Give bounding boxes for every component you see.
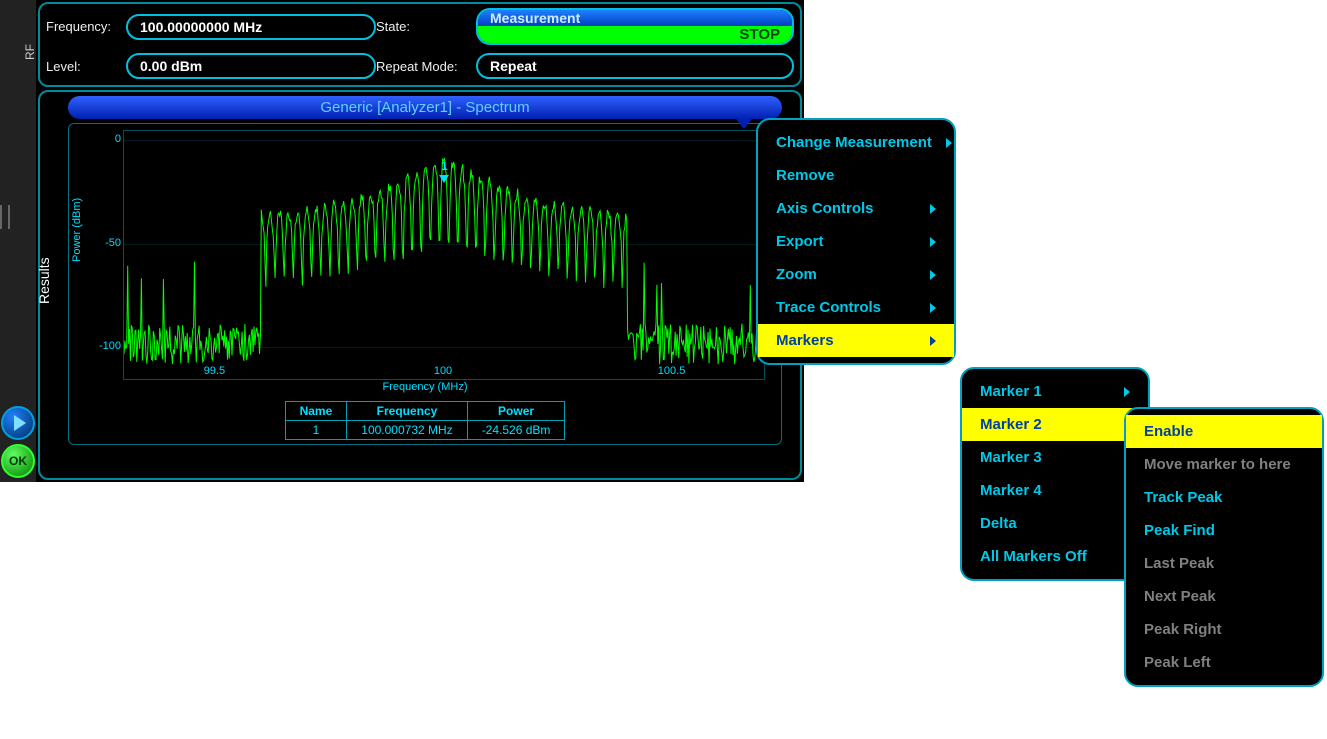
marker2-item-move-marker-to-here[interactable]: Move marker to here [1126,448,1322,481]
marker2-item-peak-left[interactable]: Peak Left [1126,646,1322,679]
x-tick: 100.5 [658,365,686,377]
y-axis-label: Power (dBm) [71,197,83,261]
results-panel: Results Generic [Analyzer1] - Spectrum P… [38,90,802,480]
marker2-item-next-peak[interactable]: Next Peak [1126,580,1322,613]
state-box[interactable]: Measurement STOP [476,8,794,45]
chart-title-bar[interactable]: Generic [Analyzer1] - Spectrum [68,96,782,119]
context-menu-marker2[interactable]: EnableMove marker to hereTrack PeakPeak … [1124,407,1324,687]
chevron-right-icon [930,237,936,247]
plot-wrap: Power (dBm) 1 Frequency (MHz) 0 -50 -100 99… [68,123,782,445]
marker-icon[interactable] [439,175,449,183]
frequency-field[interactable]: 100.00000000 MHz [126,14,376,40]
marker2-item-peak-find[interactable]: Peak Find [1126,514,1322,547]
instrument-window: OK RF Frequency: 100.00000000 MHz State:… [0,0,804,482]
menu-item-change-measurement[interactable]: Change Measurement [758,126,954,159]
left-rail: OK [0,0,36,482]
chevron-right-icon [946,138,952,148]
marker2-item-last-peak[interactable]: Last Peak [1126,547,1322,580]
menu-item-zoom[interactable]: Zoom [758,258,954,291]
markers-item-marker-2[interactable]: Marker 2 [962,408,1148,441]
menu-item-export[interactable]: Export [758,225,954,258]
spectrum-plot[interactable]: 1 [123,130,765,380]
menu-item-trace-controls[interactable]: Trace Controls [758,291,954,324]
x-tick: 99.5 [204,365,225,377]
menu-item-remove[interactable]: Remove [758,159,954,192]
repeat-mode-label: Repeat Mode: [376,59,476,74]
frequency-label: Frequency: [46,19,126,34]
chevron-right-icon [930,204,936,214]
main-panel: RF Frequency: 100.00000000 MHz State: Me… [36,0,804,482]
markers-item-delta[interactable]: Delta [962,507,1148,540]
menu-item-axis-controls[interactable]: Axis Controls [758,192,954,225]
marker2-item-track-peak[interactable]: Track Peak [1126,481,1322,514]
marker-table: NameFrequencyPower 1100.000732 MHz-24.52… [285,401,566,440]
chevron-right-icon [930,336,936,346]
markers-item-marker-3[interactable]: Marker 3 [962,441,1148,474]
markers-item-marker-1[interactable]: Marker 1 [962,375,1148,408]
play-icon [14,415,26,431]
y-tick: -50 [95,237,121,249]
context-menu-main[interactable]: Change MeasurementRemoveAxis ControlsExp… [756,118,956,365]
chevron-right-icon [1124,387,1130,397]
x-tick: 100 [434,365,452,377]
state-title: Measurement [478,10,792,26]
ok-button[interactable]: OK [1,444,35,478]
state-value: STOP [478,26,792,43]
marker-label: 1 [441,159,448,173]
marker2-item-peak-right[interactable]: Peak Right [1126,613,1322,646]
repeat-mode-field[interactable]: Repeat [476,53,794,79]
marker-table-row: 1100.000732 MHz-24.526 dBm [285,421,565,440]
rf-side-label: RF [23,44,37,60]
y-tick: 0 [95,133,121,145]
state-label: State: [376,19,476,34]
rf-header: RF Frequency: 100.00000000 MHz State: Me… [38,2,802,87]
y-tick: -100 [95,340,121,352]
markers-item-marker-4[interactable]: Marker 4 [962,474,1148,507]
menu-item-markers[interactable]: Markers [758,324,954,357]
marker-table-col-frequency: Frequency [347,402,467,421]
marker2-item-enable[interactable]: Enable [1126,415,1322,448]
level-label: Level: [46,59,126,74]
context-menu-markers[interactable]: Marker 1Marker 2Marker 3Marker 4DeltaAll… [960,367,1150,581]
marker-table-col-power: Power [467,402,565,421]
x-axis-label: Frequency (MHz) [75,381,775,393]
play-button[interactable] [1,406,35,440]
marker-table-col-name: Name [285,402,347,421]
level-field[interactable]: 0.00 dBm [126,53,376,79]
rail-handle-icon[interactable] [0,205,10,229]
results-side-label: Results [36,258,52,305]
chevron-right-icon [930,303,936,313]
chevron-right-icon [930,270,936,280]
markers-item-all-markers-off[interactable]: All Markers Off [962,540,1148,573]
